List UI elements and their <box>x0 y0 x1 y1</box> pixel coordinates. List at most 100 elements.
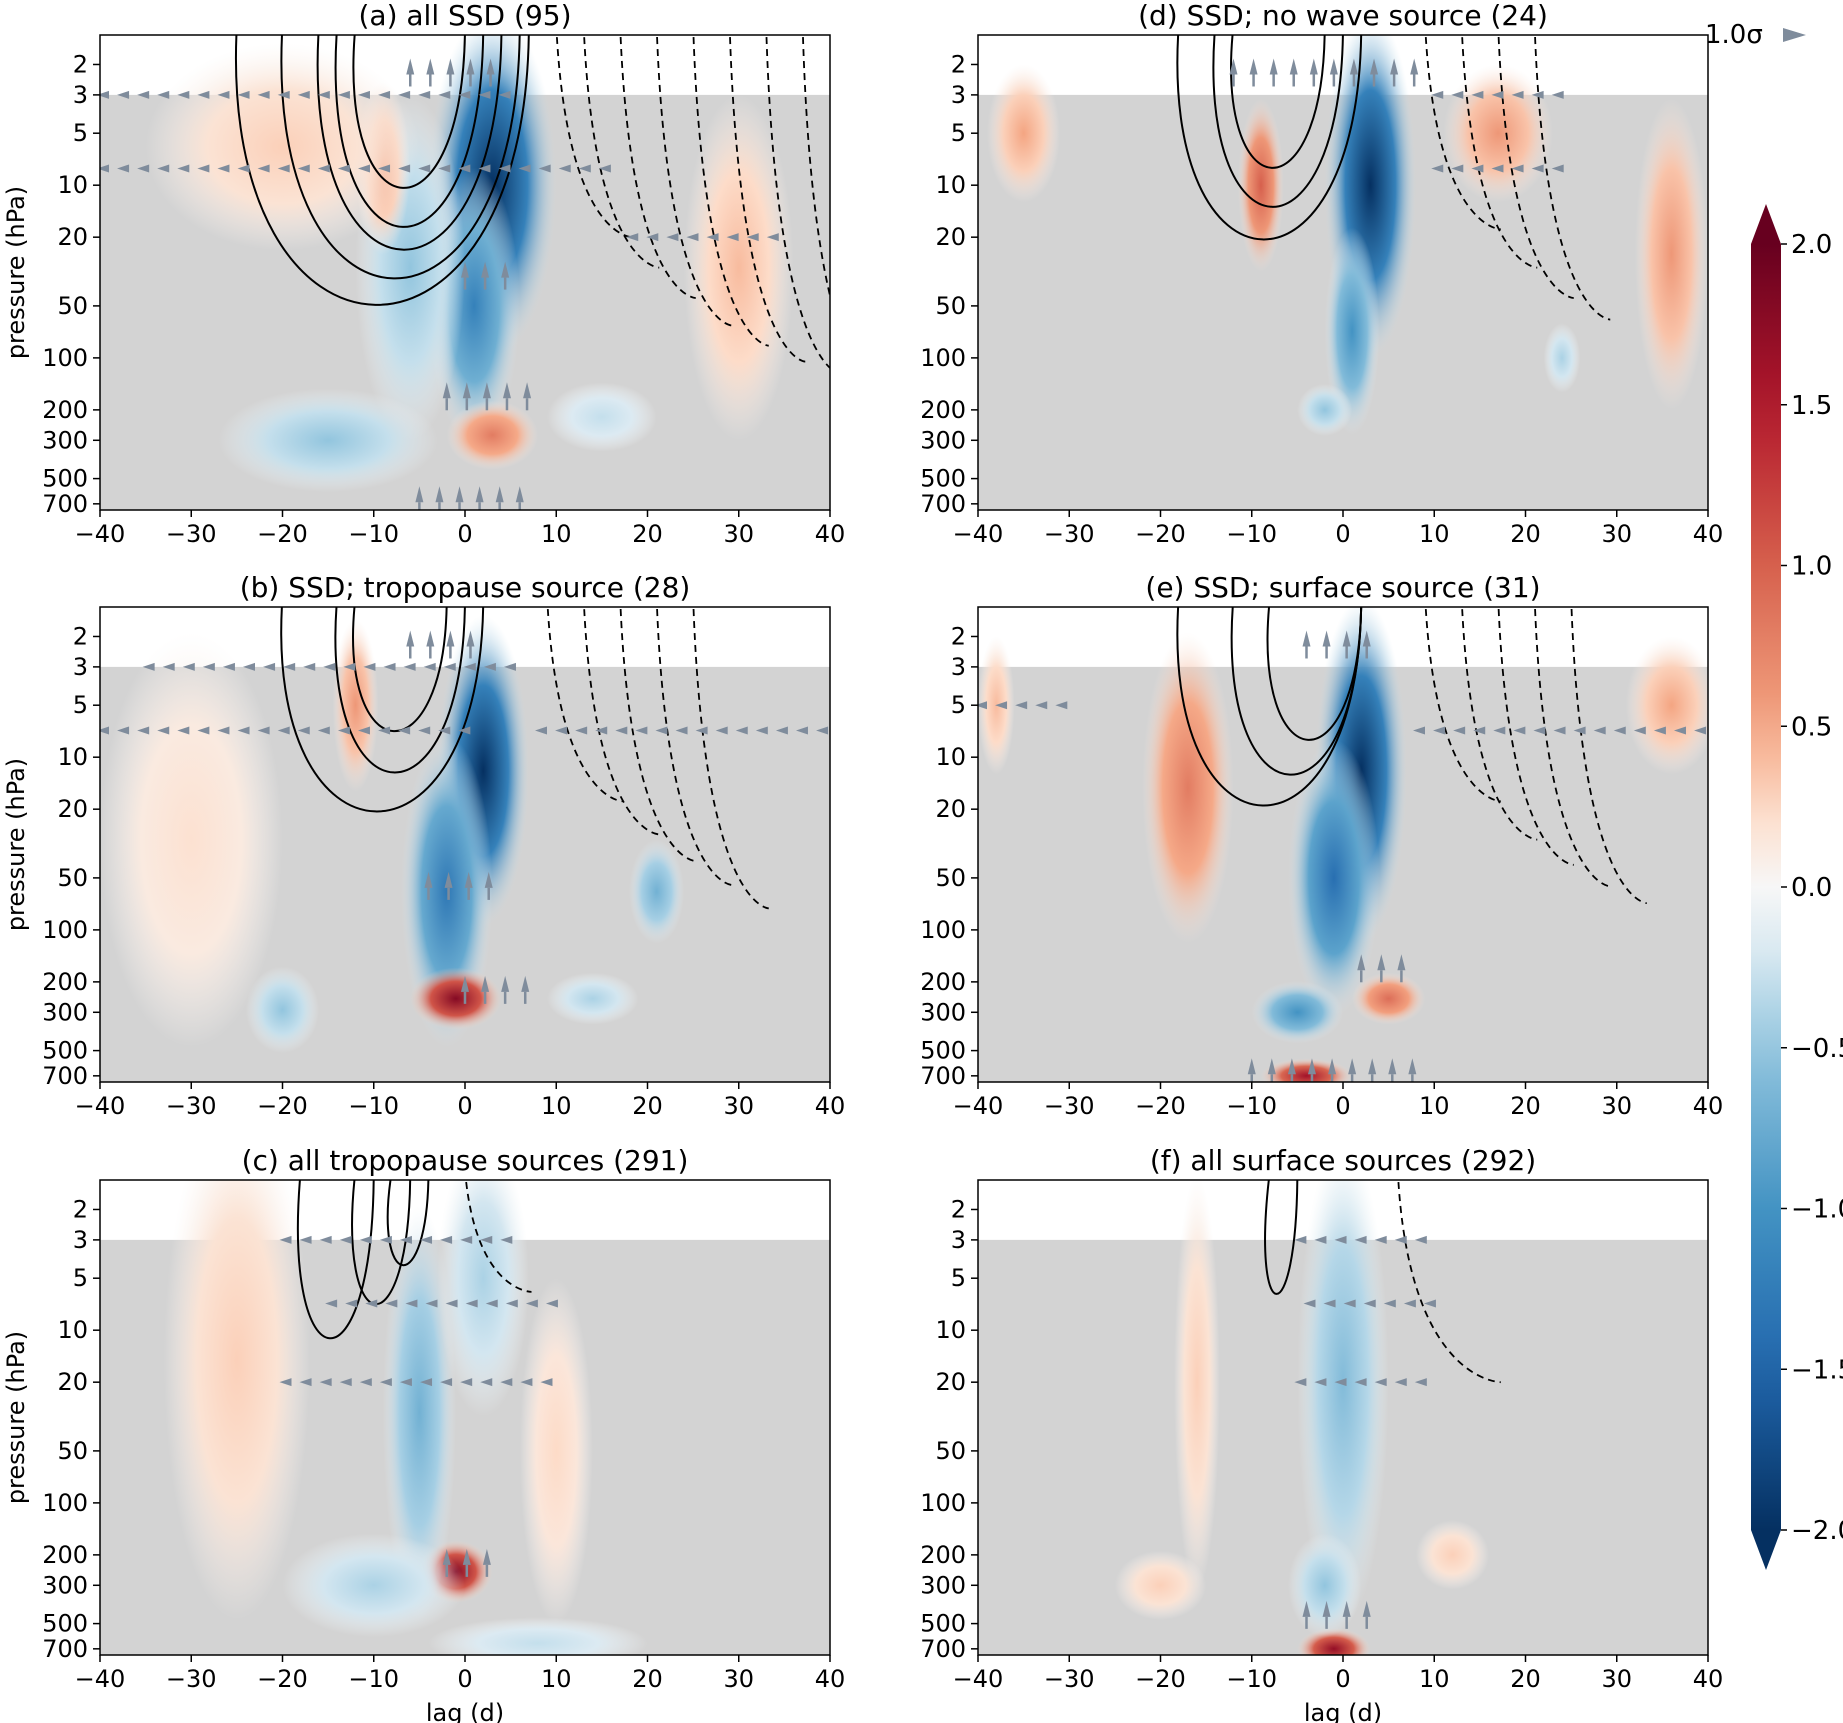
flux-arrow <box>277 90 290 99</box>
x-tick-label: 0 <box>1335 1665 1350 1693</box>
flux-arrow <box>466 630 475 647</box>
flux-arrow <box>243 662 255 671</box>
y-tick-label: 2 <box>951 1195 966 1223</box>
flux-arrow <box>385 1299 398 1308</box>
flux-arrow <box>423 662 436 671</box>
colorbar-body <box>1751 244 1781 1530</box>
plot-area <box>978 35 1708 510</box>
x-tick-label: −10 <box>1226 1665 1277 1693</box>
flux-arrow <box>538 164 551 173</box>
flux-arrow <box>403 662 416 671</box>
y-tick-label: 50 <box>57 864 88 892</box>
x-tick-label: −20 <box>1135 1665 1186 1693</box>
flux-arrow <box>197 164 210 173</box>
flux-arrow <box>1397 954 1406 971</box>
flux-arrow <box>500 1378 513 1387</box>
y-tick-label: 300 <box>920 998 966 1026</box>
y-tick-label: 10 <box>57 1316 88 1344</box>
flux-arrow <box>635 726 648 735</box>
flux-arrow <box>1410 58 1419 75</box>
flux-arrow <box>1334 1378 1347 1387</box>
y-tick-label: 500 <box>42 465 88 493</box>
flux-arrow <box>297 726 310 735</box>
colorbar-tick-label: −1.0 <box>1791 1195 1843 1225</box>
flux-arrow <box>317 164 330 173</box>
flux-arrow <box>482 382 491 399</box>
flux-arrow <box>503 662 516 671</box>
anomaly-blob <box>332 618 379 792</box>
anomaly-blob <box>1238 98 1284 272</box>
x-tick-label: −10 <box>348 520 399 548</box>
flux-arrow <box>442 382 451 399</box>
colorbar-tick-label: −0.5 <box>1791 1034 1843 1064</box>
anomaly-blob <box>1352 972 1426 1025</box>
flux-arrow <box>1414 1235 1427 1244</box>
x-tick-label: 30 <box>1601 1665 1632 1693</box>
x-tick-label: −10 <box>1226 520 1277 548</box>
flux-arrow <box>446 630 455 647</box>
y-tick-label: 200 <box>42 396 88 424</box>
flux-arrow <box>378 726 391 735</box>
panel-title: (c) all tropopause sources (291) <box>242 1144 689 1177</box>
flux-arrow <box>626 233 639 242</box>
x-tick-label: 0 <box>457 1092 472 1120</box>
flux-arrow <box>1249 58 1258 75</box>
y-tick-label: 500 <box>920 465 966 493</box>
colorbar-tick-label: 0.0 <box>1791 873 1832 903</box>
flux-arrow <box>378 164 391 173</box>
anomaly-blob <box>282 1533 465 1638</box>
flux-arrow <box>478 164 491 173</box>
flux-arrow <box>595 726 608 735</box>
flux-arrow <box>485 1299 498 1308</box>
flux-arrow <box>406 630 415 647</box>
flux-arrow <box>686 233 699 242</box>
flux-arrow <box>1394 1235 1407 1244</box>
flux-arrow <box>182 662 195 671</box>
plot-area <box>978 1180 1708 1655</box>
flux-arrow <box>795 726 808 735</box>
flux-arrow <box>1368 1058 1377 1075</box>
y-tick-label: 20 <box>935 795 966 823</box>
flux-arrow <box>378 90 391 99</box>
flux-arrow <box>1673 726 1686 735</box>
y-tick-label: 200 <box>42 1541 88 1569</box>
flux-arrow <box>299 1378 312 1387</box>
flux-arrow <box>480 1235 493 1244</box>
flux-arrow <box>202 662 215 671</box>
flux-arrow <box>615 726 628 735</box>
flux-arrow <box>462 1548 471 1565</box>
flux-arrow <box>478 90 491 99</box>
y-tick-label: 50 <box>57 1437 88 1465</box>
flux-arrow <box>1294 1378 1307 1387</box>
flux-arrow <box>337 90 350 99</box>
flux-arrow <box>117 726 130 735</box>
flux-arrow <box>523 382 532 399</box>
negative-contour <box>619 607 696 863</box>
y-tick-label: 5 <box>73 119 88 147</box>
positive-contour <box>386 1180 430 1267</box>
flux-arrow <box>695 726 708 735</box>
y-tick-label: 500 <box>42 1037 88 1065</box>
y-tick-label: 20 <box>57 223 88 251</box>
positive-contour <box>1176 35 1363 241</box>
flux-arrow <box>495 486 504 503</box>
flux-arrow <box>460 1378 473 1387</box>
x-tick-label: 20 <box>1510 1092 1541 1120</box>
flux-arrow <box>1322 1600 1331 1617</box>
flux-arrow <box>1035 701 1048 710</box>
anomaly-blob <box>145 43 420 251</box>
x-tick-label: 20 <box>632 520 663 548</box>
flux-arrow <box>1302 630 1311 647</box>
flux-arrow <box>466 58 475 75</box>
flux-arrow <box>345 1299 358 1308</box>
flux-arrow <box>1362 1600 1371 1617</box>
flux-arrow <box>575 726 588 735</box>
flux-arrow <box>323 662 336 671</box>
flux-arrow <box>458 90 471 99</box>
flux-arrow <box>297 90 310 99</box>
flux-arrow <box>424 871 433 888</box>
panel-title: (b) SSD; tropopause source (28) <box>240 571 691 604</box>
flux-arrow <box>1403 1299 1416 1308</box>
flux-arrow <box>117 90 130 99</box>
flux-arrow <box>1307 1058 1316 1075</box>
